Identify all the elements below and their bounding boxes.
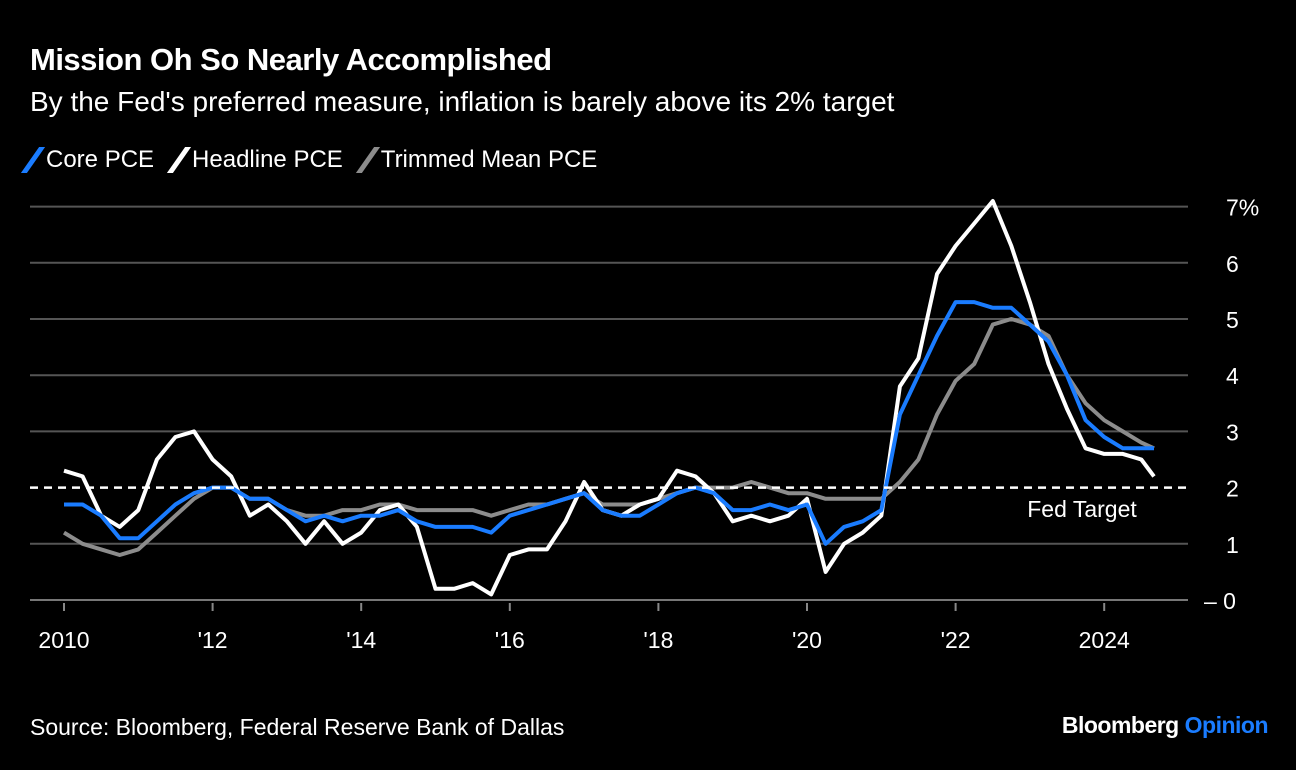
x-tick-label: '18 [643,627,673,653]
chart-subtitle: By the Fed's preferred measure, inflatio… [30,86,895,117]
y-tick-label: – 0 [1204,588,1236,614]
x-tick-label: 2024 [1079,627,1130,653]
legend-item-core: Core PCE [20,146,155,174]
y-tick-label: 1 [1226,532,1239,558]
legend-item-headline: Headline PCE [166,146,343,174]
x-tick-label: '16 [495,627,525,653]
legend-label: Headline PCE [192,146,343,173]
series-line-headline-pce [63,199,1156,597]
legend: Core PCE Headline PCE Trimmed Mean PCE [20,146,598,174]
y-tick-label: 5 [1226,307,1239,333]
chart-title: Mission Oh So Nearly Accomplished [30,42,552,77]
x-tick-label: '12 [198,627,228,653]
y-tick-label: 4 [1226,363,1239,389]
series-line-trimmed-mean-pce [62,317,1155,557]
x-tick-label: '14 [346,627,376,653]
logo-product: Opinion [1184,712,1269,738]
fed-target-label: Fed Target [1027,496,1137,522]
logo-brand: Bloomberg [1061,712,1179,738]
source-note: Source: Bloomberg, Federal Reserve Bank … [30,714,565,740]
x-tick-label: '22 [941,627,971,653]
bloomberg-opinion-logo: Bloomberg Opinion [1061,712,1269,739]
y-tick-label: 7% [1226,195,1259,221]
y-tick-label: 2 [1226,476,1239,502]
legend-item-trimmed: Trimmed Mean PCE [355,146,598,174]
y-tick-label: 3 [1226,419,1239,445]
series-line-core-pce [64,300,1154,546]
x-tick-label: 2010 [38,627,89,653]
x-tick-label: '20 [792,627,822,653]
y-tick-label: 6 [1226,251,1239,277]
legend-label: Core PCE [46,146,155,173]
legend-label: Trimmed Mean PCE [380,146,598,173]
